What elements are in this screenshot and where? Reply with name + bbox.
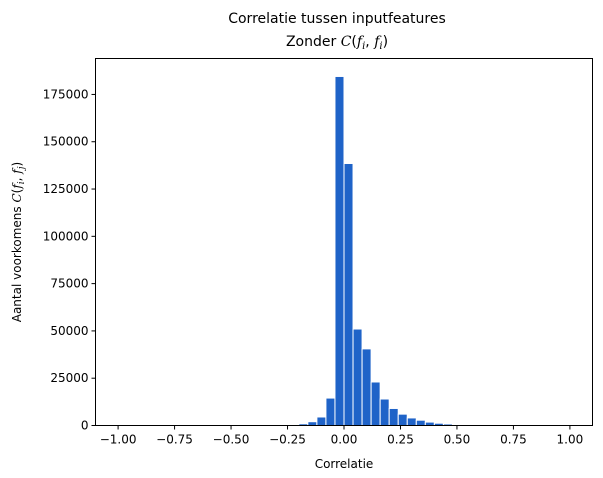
x-tick-label: −0.75 [156,433,193,447]
y-tick-label: 75000 [50,277,88,291]
y-tick-label: 0 [81,419,89,433]
histogram-bar [415,419,426,427]
x-tick-label: −0.50 [213,433,250,447]
x-tick-label: −0.25 [269,433,306,447]
x-tick-label: 0.25 [387,433,414,447]
y-tick-label: 100000 [43,229,89,243]
histogram-bar [352,328,363,427]
x-axis-label: Correlatie [315,457,374,471]
y-tick-label: 50000 [50,324,88,338]
chart-subtitle: Zonder C(fi, fi) [286,34,388,52]
x-tick-label: 0.00 [331,433,358,447]
y-tick-label: 150000 [43,135,89,149]
histogram-bar [388,407,399,426]
histogram-bar [307,421,318,426]
histogram-bar [379,398,390,427]
histogram-bar [424,421,435,427]
y-tick-label: 125000 [43,182,89,196]
chart-title: Correlatie tussen inputfeatures [228,11,446,27]
x-tick-label: 0.50 [444,433,471,447]
histogram-bar [343,162,354,426]
x-tick-label: 0.75 [500,433,527,447]
y-tick-label: 25000 [50,371,88,385]
x-tick-label: −1.00 [100,433,137,447]
histogram-bar [334,75,345,426]
y-axis-label: Aantal voorkomens C(fi, fj) [10,162,27,323]
histogram-bar [325,397,336,426]
y-tick-label: 175000 [43,87,89,101]
histogram-bar [397,413,408,426]
y-axis-ticks: 0 25000 50000 75000 100000 125000 150000 175000 [43,87,96,433]
x-tick-label: 1.00 [557,433,584,447]
histogram-bar [370,381,381,426]
x-axis-ticks: −1.00 −0.75 −0.50 −0.25 0.00 0.25 0.50 0.75 1.00 [100,425,584,447]
bar-series [280,75,499,427]
histogram-bar [361,348,372,427]
histogram-bar [406,417,417,426]
histogram-bar [316,416,327,427]
